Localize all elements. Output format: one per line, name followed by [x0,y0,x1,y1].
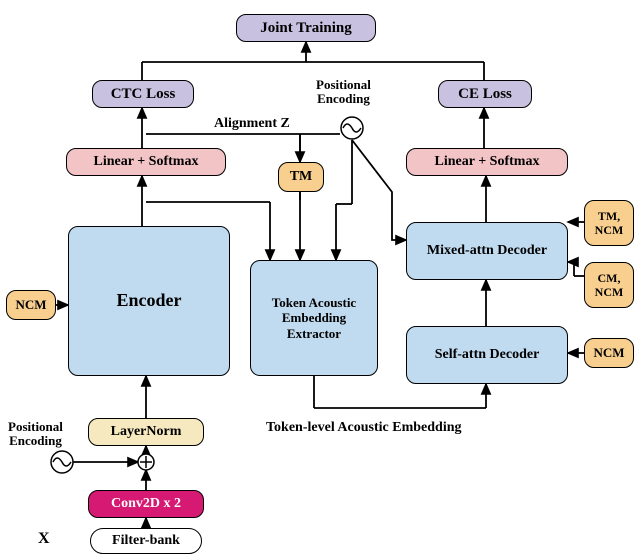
linear-softmax-right-box: Linear + Softmax [406,148,568,176]
positional-encoding-bottom-label: PositionalEncoding [8,420,63,449]
joint-training-box: Joint Training [236,14,376,42]
ncm-right-box: NCM [584,338,634,368]
tm-ncm-box: TM, NCM [584,200,634,246]
tm-box: TM [278,162,324,192]
x-input-label: X [38,530,50,548]
ctc-loss-box: CTC Loss [92,80,194,108]
ncm-left-box: NCM [6,290,56,320]
token-level-embedding-label: Token-level Acoustic Embedding [266,420,462,435]
encoder-box: Encoder [68,226,230,376]
conv2d-box: Conv2D x 2 [88,490,204,518]
positional-encoding-top-label: PositionalEncoding [316,78,371,107]
cm-ncm-box: CM, NCM [584,262,634,308]
layernorm-box: LayerNorm [88,418,204,446]
token-extractor-box: Token Acoustic Embedding Extractor [250,260,378,376]
ce-loss-box: CE Loss [438,80,532,108]
linear-softmax-left-box: Linear + Softmax [66,148,226,176]
mixed-attn-decoder-box: Mixed-attn Decoder [406,222,568,280]
filterbank-box: Filter-bank [90,528,202,554]
self-attn-decoder-box: Self-attn Decoder [406,326,568,384]
alignment-z-label: Alignment Z [214,116,290,131]
